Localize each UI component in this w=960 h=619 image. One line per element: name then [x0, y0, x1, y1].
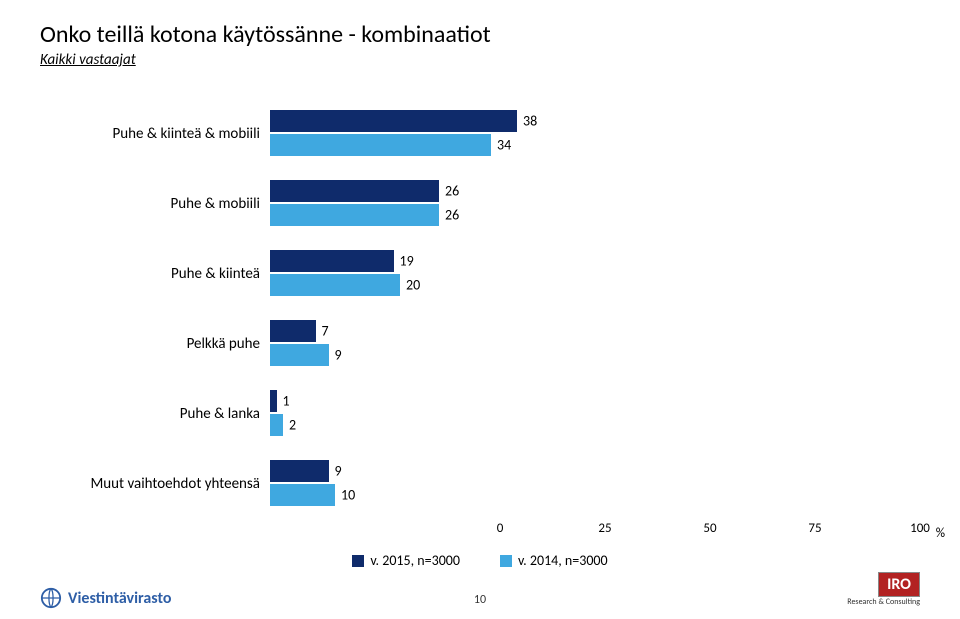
bar-group: 2626 [270, 174, 920, 234]
bar: 38 [270, 110, 517, 132]
bar-value-label: 26 [445, 207, 459, 224]
bar-group: 910 [270, 454, 920, 514]
bar-value-label: 9 [335, 463, 342, 480]
category-label: Pelkkä puhe [40, 314, 270, 374]
bar-value-label: 34 [497, 137, 511, 154]
bar-value-label: 19 [400, 253, 414, 270]
legend-label: v. 2015, n=3000 [370, 552, 460, 569]
left-logo: Viestintävirasto [40, 587, 171, 609]
globe-icon [40, 587, 62, 609]
bar: 19 [270, 250, 394, 272]
right-logo-text: IRO [878, 572, 920, 597]
x-tick-label: 0 [497, 521, 504, 536]
bar-group: 12 [270, 384, 920, 444]
x-tick-label: 100 [910, 521, 930, 536]
legend-swatch [500, 555, 512, 567]
bar: 9 [270, 344, 329, 366]
legend: v. 2015, n=3000 v. 2014, n=3000 [0, 552, 960, 569]
bar: 34 [270, 134, 491, 156]
bar-group: 1920 [270, 244, 920, 304]
page-number: 10 [474, 593, 486, 607]
legend-item: v. 2014, n=3000 [500, 552, 608, 569]
bar: 20 [270, 274, 400, 296]
bar-value-label: 20 [406, 277, 420, 294]
legend-item: v. 2015, n=3000 [352, 552, 460, 569]
bar-value-label: 10 [341, 487, 355, 504]
chart-area: Puhe & kiinteä & mobiili Puhe & mobiili Pu… [40, 99, 920, 519]
x-tick-label: 75 [808, 521, 821, 536]
bar-value-label: 1 [283, 393, 290, 410]
pct-label: % [936, 526, 945, 541]
category-label: Muut vaihtoehdot yhteensä [40, 454, 270, 514]
category-label: Puhe & mobiili [40, 174, 270, 234]
bar: 2 [270, 414, 283, 436]
bar: 7 [270, 320, 316, 342]
bar-value-label: 2 [289, 417, 296, 434]
page-title: Onko teillä kotona käytössänne - kombina… [40, 20, 920, 49]
left-logo-text: Viestintävirasto [68, 589, 171, 608]
bar: 10 [270, 484, 335, 506]
category-label: Puhe & lanka [40, 384, 270, 444]
legend-swatch [352, 555, 364, 567]
bar-group: 3834 [270, 104, 920, 164]
bar: 26 [270, 180, 439, 202]
category-label: Puhe & kiinteä & mobiili [40, 104, 270, 164]
bar: 26 [270, 204, 439, 226]
bar-value-label: 26 [445, 183, 459, 200]
bar-group: 79 [270, 314, 920, 374]
bar-value-label: 38 [523, 113, 537, 130]
bar-value-label: 7 [322, 323, 329, 340]
page-subtitle: Kaikki vastaajat [40, 51, 920, 69]
bar-value-label: 9 [335, 347, 342, 364]
bar: 9 [270, 460, 329, 482]
x-tick-label: 50 [703, 521, 716, 536]
x-tick-label: 25 [598, 521, 611, 536]
category-label: Puhe & kiinteä [40, 244, 270, 304]
right-logo: IRO Research & Consulting [847, 572, 920, 607]
bar: 1 [270, 390, 277, 412]
right-logo-sub: Research & Consulting [847, 597, 920, 607]
legend-label: v. 2014, n=3000 [518, 552, 608, 569]
